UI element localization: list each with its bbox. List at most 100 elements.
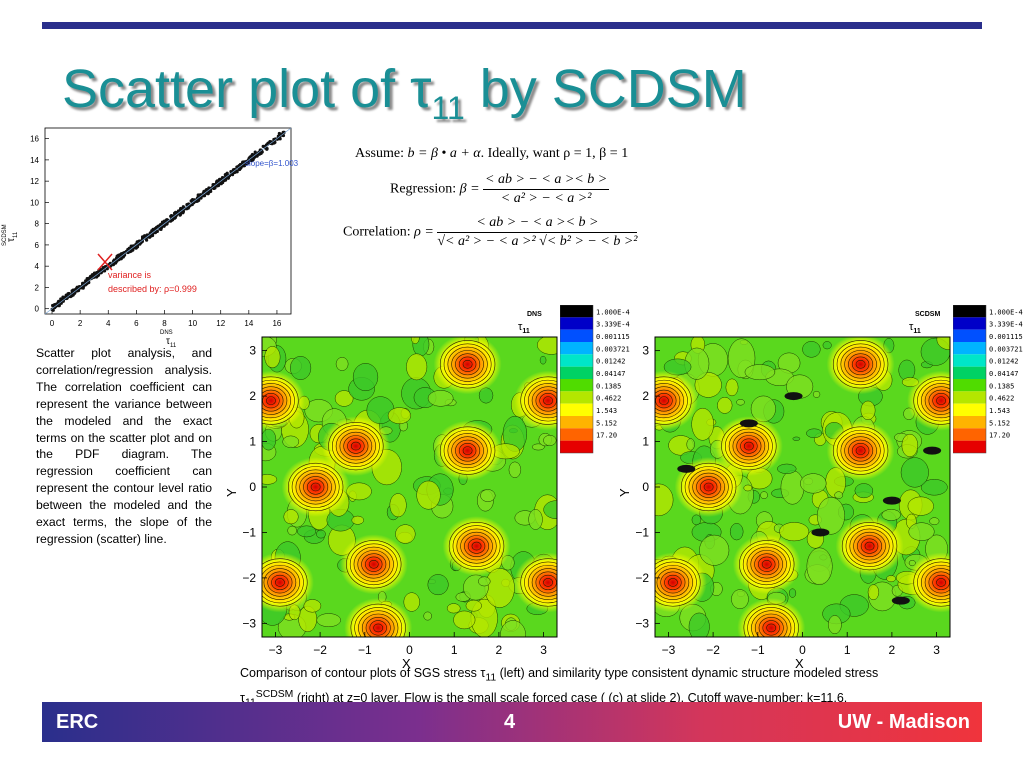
contour-ring — [524, 561, 557, 604]
top-bar — [42, 22, 982, 29]
texture-blob — [403, 592, 420, 612]
texture-blob — [827, 615, 842, 635]
texture-blob — [500, 620, 526, 637]
contour-ring — [357, 550, 391, 579]
contour-ring — [262, 389, 284, 412]
contour-ring — [262, 564, 300, 600]
legend-frame — [560, 305, 594, 454]
contour-ring — [742, 543, 791, 586]
y-tick-label: 2 — [642, 389, 649, 403]
scatter-point — [66, 293, 70, 298]
texture-blob — [539, 355, 547, 365]
contour-ring — [365, 556, 383, 572]
texture-blob — [777, 463, 797, 474]
texture-blob — [427, 390, 454, 407]
legend-right: 1.000E-4 3.339E-4 0.001115 0.003721 0.01242 0… — [953, 305, 1023, 454]
legend-label: 0.01242 — [596, 358, 626, 366]
contour-ring — [455, 439, 481, 462]
contour-ring — [451, 350, 484, 379]
contour-ring — [655, 383, 685, 419]
x-tick-label: 8 — [162, 319, 167, 328]
texture-blob — [412, 337, 430, 357]
x-tick-label: 14 — [244, 319, 253, 328]
legend-label: 1.543 — [596, 407, 617, 415]
x-tick-label: −3 — [269, 643, 283, 657]
contour-ring — [932, 393, 950, 409]
texture-blob — [289, 356, 312, 380]
y-tick-label: 12 — [30, 177, 39, 186]
contour-axes: −3 −2 −1 0 1 2 3 3 2 1 0 −1 −2 −3 — [242, 344, 547, 657]
texture-blob — [316, 613, 341, 628]
x-tick-label: 3 — [540, 643, 547, 657]
scatter-point — [215, 184, 219, 188]
contour-ring — [758, 617, 784, 637]
dark-spot — [811, 528, 830, 537]
texture-blob — [886, 575, 896, 583]
contour-ring — [452, 525, 501, 567]
contour-ring — [262, 393, 280, 409]
contour-ring — [853, 531, 886, 561]
contour-ring — [262, 379, 295, 422]
contour-ring — [328, 421, 384, 471]
contour-ring — [924, 386, 950, 415]
texture-blob — [834, 491, 844, 499]
legend-label: 0.04147 — [989, 370, 1019, 378]
contour-peak — [835, 516, 904, 577]
contour-ring — [655, 393, 673, 409]
texture-blob — [335, 357, 349, 371]
legend-label: 5.152 — [989, 419, 1010, 427]
x-tick-label: 2 — [78, 319, 83, 328]
contour-ring — [747, 607, 796, 637]
contour-ring — [936, 396, 946, 405]
contour-peak — [826, 420, 895, 481]
scatter-point — [76, 288, 81, 293]
texture-blob — [478, 576, 491, 587]
legend-swatch — [953, 305, 986, 318]
contour-peak — [514, 370, 557, 431]
contour-ring — [832, 340, 889, 389]
contour-ring — [467, 538, 486, 554]
scatter-point — [207, 186, 211, 190]
texture-blob — [264, 346, 281, 369]
contour-ring — [746, 546, 787, 582]
texture-blob — [287, 525, 297, 536]
y-tick-label: −1 — [242, 525, 256, 539]
texture-blob — [691, 514, 702, 526]
contour-label: τ11 — [518, 321, 530, 335]
texture-blob — [395, 524, 416, 544]
x-tick-label: 16 — [272, 319, 281, 328]
scatter-point — [173, 213, 177, 217]
legend-swatch — [953, 391, 986, 404]
legend-swatch — [953, 428, 986, 441]
contour-ring — [266, 396, 276, 405]
contour-ring — [443, 343, 492, 386]
contour-ring — [855, 446, 866, 455]
contour-label: τ11 — [909, 321, 921, 335]
texture-blob — [484, 568, 515, 608]
y-tick-label: −2 — [635, 571, 649, 585]
y-tick-label: 16 — [30, 135, 39, 144]
contour-ring — [339, 431, 373, 461]
assume-equation: Assume: b = β • a + α. Ideally, want ρ =… — [355, 146, 629, 161]
contour-ring — [655, 564, 693, 600]
scatter-point — [265, 147, 269, 151]
contour-ring — [456, 528, 497, 564]
contour-ring — [343, 435, 369, 457]
texture-blob — [297, 525, 317, 538]
texture-blob — [351, 515, 364, 525]
y-tick-label: 1 — [249, 435, 256, 449]
contour-ring — [732, 431, 766, 461]
contour-ring — [836, 343, 885, 386]
contour-y-label: Y — [224, 488, 239, 497]
variance-label-line2: described by: ρ=0.999 — [108, 284, 197, 294]
legend-swatch — [560, 354, 593, 367]
legend-swatch — [560, 366, 593, 379]
contour-ring — [531, 386, 557, 415]
texture-blob — [480, 489, 496, 502]
y-tick-label: −1 — [635, 525, 649, 539]
contour-ring — [361, 553, 387, 576]
contour-peaks — [655, 337, 950, 637]
y-tick-label: 8 — [35, 220, 40, 229]
contour-ring — [920, 383, 950, 419]
y-tick-label: 6 — [35, 241, 40, 250]
